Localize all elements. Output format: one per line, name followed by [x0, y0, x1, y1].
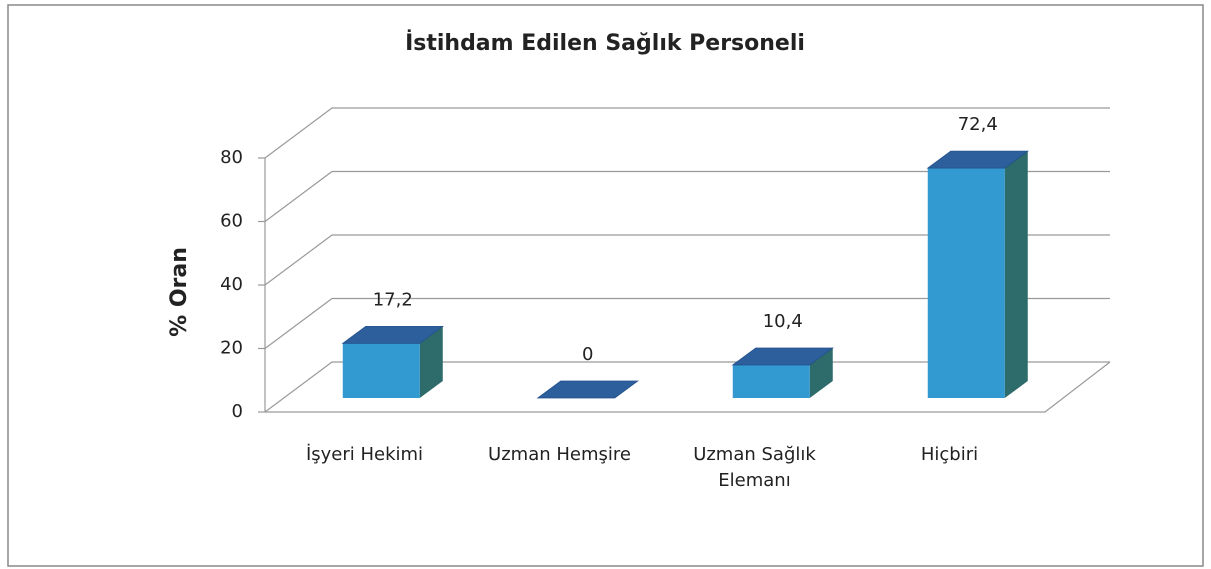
y-tick-label: 0 [232, 401, 243, 422]
bar-side [1004, 151, 1028, 398]
data-label: 10,4 [763, 311, 803, 332]
y-tick-label: 60 [220, 211, 243, 232]
bar-top [536, 380, 639, 399]
x-tick-label: Uzman Sağlık Elemanı [693, 444, 816, 491]
bar [927, 168, 1005, 398]
data-label: 72,4 [958, 114, 998, 135]
x-tick-label: Uzman Hemşire [488, 444, 631, 465]
floor-edge [265, 361, 1111, 413]
bar-top [731, 347, 834, 366]
data-label: 17,2 [373, 289, 413, 310]
grid-line [264, 170, 1110, 222]
bar [732, 364, 810, 398]
y-tick-label: 80 [220, 147, 243, 168]
bar [342, 343, 420, 398]
bar-side [419, 326, 443, 398]
x-tick-label: Hiçbiri [920, 444, 979, 465]
y-axis-label: % Oran [167, 247, 192, 337]
bar-top [341, 325, 444, 344]
bar-top [926, 150, 1029, 169]
chart-title: İstihdam Edilen Sağlık Personeli [405, 30, 805, 56]
bar-side [809, 347, 833, 398]
grid-line [264, 107, 1110, 159]
data-label: 0 [582, 344, 593, 365]
grid-line [264, 234, 1110, 286]
grid-line [264, 297, 1110, 349]
grid-line [264, 361, 1110, 413]
y-tick-label: 20 [220, 338, 243, 359]
x-tick-label: İşyeri Hekimi [305, 444, 424, 465]
y-tick-label: 40 [220, 274, 243, 295]
